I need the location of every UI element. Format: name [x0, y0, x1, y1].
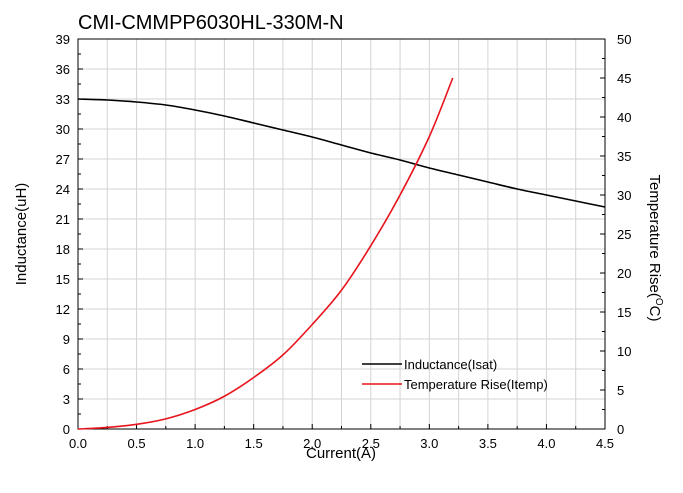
y2-tick-label: 30	[617, 188, 631, 203]
x-tick-label: 3.0	[420, 436, 438, 451]
x-tick-label: 1.5	[245, 436, 263, 451]
y-tick-label: 33	[56, 92, 70, 107]
x-tick-label: 2.0	[303, 436, 321, 451]
y2-tick-label: 5	[617, 383, 624, 398]
y2-tick-label: 0	[617, 422, 624, 437]
y-tick-label: 6	[63, 362, 70, 377]
legend-label-inductance: Inductance(Isat)	[404, 357, 497, 372]
legend-label-temperature: Temperature Rise(Itemp)	[404, 377, 548, 392]
x-axis: 0.0 0.5 1.0 1.5 2.0 2.5 3.0 3.5 4.0 4.5	[69, 424, 614, 451]
y-tick-label: 3	[63, 392, 70, 407]
y2-tick-label: 45	[617, 71, 631, 86]
y2-axis-label-degree: O	[653, 298, 664, 306]
y-tick-label: 24	[56, 182, 70, 197]
y2-axis-label-main: Temperature Rise(	[646, 175, 663, 298]
y2-tick-label: 25	[617, 227, 631, 242]
y-tick-label: 9	[63, 332, 70, 347]
y2-tick-label: 50	[617, 32, 631, 47]
legend: Inductance(Isat) Temperature Rise(Itemp)	[362, 357, 548, 392]
y-tick-label: 21	[56, 212, 70, 227]
grid	[78, 39, 605, 429]
y-tick-label: 30	[56, 122, 70, 137]
y-tick-label: 15	[56, 272, 70, 287]
series-line-inductance	[77, 98, 606, 208]
series-line-temperature-rise	[77, 77, 454, 430]
y-tick-label: 0	[63, 422, 70, 437]
y-axis-label: Inductance(uH)	[13, 183, 30, 286]
y2-axis-label-tail: C)	[646, 306, 663, 322]
y2-tick-label: 15	[617, 305, 631, 320]
y2-tick-label: 35	[617, 149, 631, 164]
x-tick-label: 4.5	[596, 436, 614, 451]
x-tick-label: 2.5	[362, 436, 380, 451]
x-tick-label: 4.0	[537, 436, 555, 451]
y-tick-label: 27	[56, 152, 70, 167]
x-tick-label: 0.5	[128, 436, 146, 451]
x-tick-label: 0.0	[69, 436, 87, 451]
x-tick-label: 3.5	[479, 436, 497, 451]
y-tick-label: 39	[56, 32, 70, 47]
series-group	[77, 77, 606, 430]
y2-tick-label: 40	[617, 110, 631, 125]
x-tick-label: 1.0	[186, 436, 204, 451]
chart-title: CMI-CMMPP6030HL-330M-N	[78, 12, 344, 34]
y2-tick-label: 20	[617, 266, 631, 281]
y-tick-label: 18	[56, 242, 70, 257]
y-tick-label: 12	[56, 302, 70, 317]
x-axis-label: Current(A)	[306, 445, 376, 462]
y2-axis-label: Temperature Rise(OC)	[646, 175, 664, 322]
y2-tick-label: 10	[617, 344, 631, 359]
y-tick-label: 36	[56, 62, 70, 77]
y-axis-right: 0 5 10 15 20 25 30 35 40 45 50	[600, 32, 631, 437]
